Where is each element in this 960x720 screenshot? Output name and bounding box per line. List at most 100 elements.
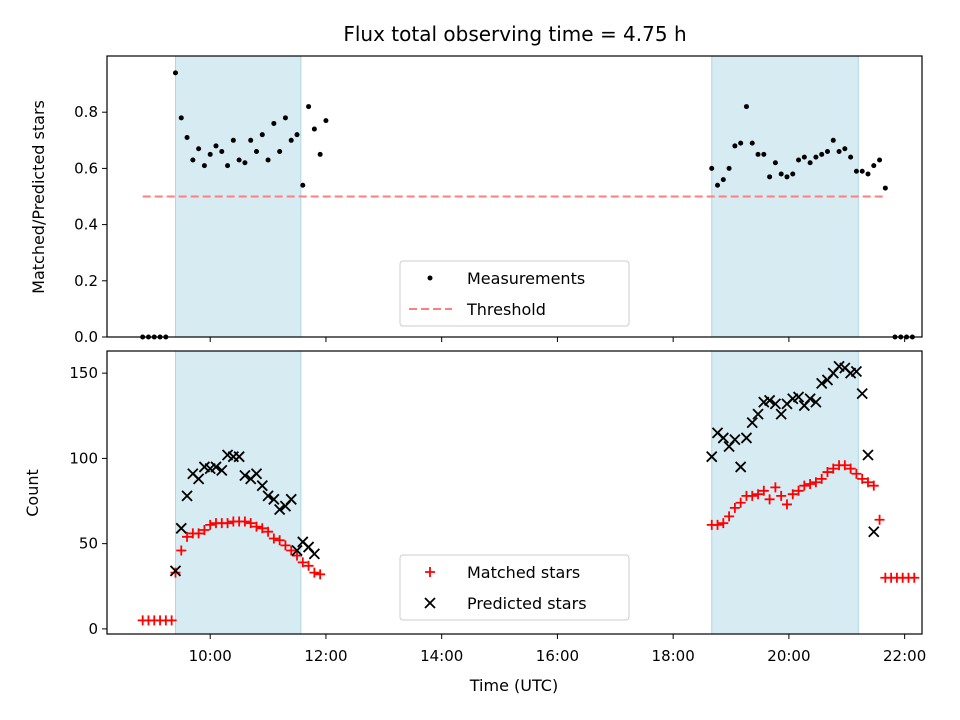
axes-frame xyxy=(106,350,923,635)
predicted-star-point xyxy=(216,464,228,476)
x-tick-label: 14:00 xyxy=(420,647,463,665)
measurement-point xyxy=(300,182,306,188)
legend: Matched stars Predicted stars xyxy=(399,554,630,621)
measurement-point xyxy=(778,171,784,177)
matched-star-point xyxy=(222,518,233,529)
predicted-star-point xyxy=(717,432,729,444)
y-tick-label: 0.8 xyxy=(74,103,98,121)
measurement-point xyxy=(859,168,865,174)
predicted-star-point xyxy=(175,522,187,534)
matched-star-point xyxy=(845,463,856,474)
matched-star-point xyxy=(787,489,798,500)
matched-star-point xyxy=(251,521,262,532)
predicted-star-point xyxy=(862,449,874,461)
measurement-point xyxy=(743,104,749,110)
legend-predicted-marker xyxy=(424,597,436,609)
legend-label: Predicted stars xyxy=(467,594,587,613)
measurement-point xyxy=(265,157,271,163)
measurement-point xyxy=(709,165,715,171)
measurement-point xyxy=(871,163,877,169)
matched-star-point xyxy=(805,478,816,489)
matched-star-point xyxy=(182,531,193,542)
predicted-star-point xyxy=(792,391,805,403)
measurement-point xyxy=(749,140,755,146)
measurement-point xyxy=(230,137,236,143)
measurement-point xyxy=(178,115,184,121)
matched-star-point xyxy=(292,550,303,561)
measurement-point xyxy=(819,151,825,157)
matched-star-point xyxy=(176,545,187,556)
predicted-star-point xyxy=(192,473,205,485)
matched-star-point xyxy=(839,460,850,471)
predicted-star-point xyxy=(804,393,816,405)
matched-star-point xyxy=(729,502,740,513)
measurement-point xyxy=(190,157,196,163)
bottom-y-axis-label: Count xyxy=(23,469,42,517)
measurement-point xyxy=(207,151,213,157)
matched-star-point xyxy=(868,480,879,491)
measurement-point xyxy=(201,163,207,169)
x-tick-label: 18:00 xyxy=(652,647,695,665)
predicted-star-point xyxy=(256,480,268,492)
measurement-point xyxy=(784,174,790,180)
matched-star-point xyxy=(166,615,177,626)
predicted-star-point xyxy=(274,503,286,516)
y-tick-label: 100 xyxy=(69,449,98,467)
matched-star-point xyxy=(758,485,769,496)
y-tick-label: 50 xyxy=(79,535,98,553)
measurement-point xyxy=(732,143,738,149)
matched-star-point xyxy=(280,540,291,551)
legend-label: Measurements xyxy=(467,269,585,288)
measurement-point xyxy=(848,154,854,160)
measurement-point xyxy=(767,174,773,180)
predicted-star-point xyxy=(763,394,776,407)
legend: Measurements Threshold xyxy=(399,260,630,327)
measurement-point xyxy=(196,146,202,152)
measurement-point xyxy=(172,70,178,76)
top-panel: Matched/Predicted stars 0.0 0.2 0.4 0.6 0.8 M… xyxy=(29,55,923,346)
matched-star-point xyxy=(857,473,868,484)
measurement-point xyxy=(213,143,219,149)
measurement-point xyxy=(236,157,242,163)
matched-star-point xyxy=(239,516,250,527)
measurement-point xyxy=(726,165,732,171)
measurement-point xyxy=(317,151,323,157)
y-tick-label: 0.6 xyxy=(74,159,98,177)
axes-frame xyxy=(106,55,923,338)
matched-star-point xyxy=(245,518,256,529)
measurement-point xyxy=(824,149,830,155)
matched-star-point xyxy=(735,497,746,508)
measurement-point xyxy=(830,137,836,143)
chart-title: Flux total observing time = 4.75 h xyxy=(343,22,686,46)
matched-star-point xyxy=(909,572,920,583)
measurement-point xyxy=(865,171,871,177)
matched-star-point xyxy=(793,485,804,496)
measurement-point xyxy=(813,154,819,160)
legend-label: Matched stars xyxy=(467,563,580,582)
measurement-point xyxy=(715,182,721,188)
measurement-point xyxy=(807,160,813,166)
predicted-star-point xyxy=(268,493,280,505)
measurement-point xyxy=(323,118,329,124)
y-tick-label: 0.0 xyxy=(74,328,98,346)
measurement-point xyxy=(738,140,744,146)
top-y-axis-label: Matched/Predicted stars xyxy=(29,100,48,294)
matched-star-point xyxy=(816,473,827,484)
measurement-point xyxy=(271,120,277,126)
predicted-star-point xyxy=(181,490,193,502)
measurement-point xyxy=(842,146,848,152)
measurement-point xyxy=(801,154,807,160)
measurement-point xyxy=(796,157,802,163)
matched-star-point xyxy=(747,490,758,501)
measurement-point xyxy=(225,163,231,169)
y-tick-label: 0 xyxy=(88,620,98,638)
predicted-star-point xyxy=(729,434,741,446)
predicted-star-point xyxy=(810,396,822,408)
predicted-star-point xyxy=(816,377,828,390)
predicted-star-point xyxy=(291,544,303,557)
predicted-star-point xyxy=(775,408,787,420)
matched-star-point xyxy=(712,519,723,530)
shaded-interval xyxy=(711,350,859,635)
matched-star-point xyxy=(781,499,792,510)
